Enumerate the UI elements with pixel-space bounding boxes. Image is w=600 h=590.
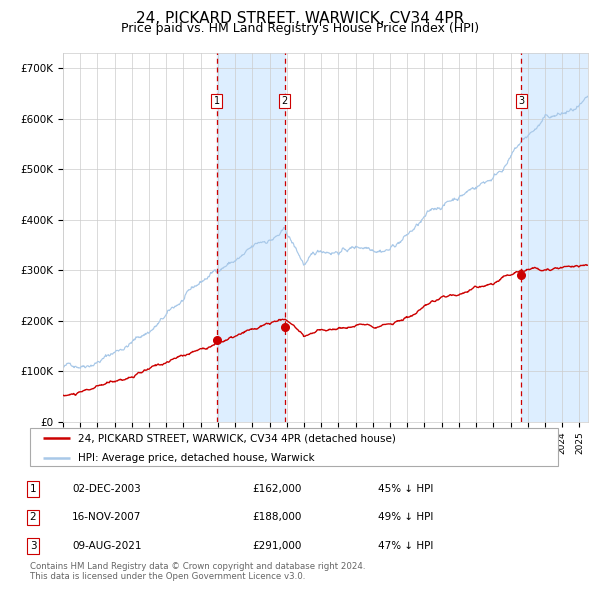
- Bar: [521, 53, 588, 422]
- Text: £188,000: £188,000: [252, 513, 301, 522]
- Text: £291,000: £291,000: [252, 541, 301, 550]
- Text: 02-DEC-2003: 02-DEC-2003: [72, 484, 141, 494]
- Text: 47% ↓ HPI: 47% ↓ HPI: [378, 541, 433, 550]
- Text: 16-NOV-2007: 16-NOV-2007: [72, 513, 142, 522]
- Text: 1: 1: [29, 484, 37, 494]
- Text: 2: 2: [281, 96, 287, 106]
- Text: £162,000: £162,000: [252, 484, 301, 494]
- Text: 24, PICKARD STREET, WARWICK, CV34 4PR: 24, PICKARD STREET, WARWICK, CV34 4PR: [136, 11, 464, 25]
- FancyBboxPatch shape: [30, 428, 558, 466]
- Text: 09-AUG-2021: 09-AUG-2021: [72, 541, 142, 550]
- Text: 3: 3: [29, 541, 37, 550]
- Text: 24, PICKARD STREET, WARWICK, CV34 4PR (detached house): 24, PICKARD STREET, WARWICK, CV34 4PR (d…: [77, 434, 395, 444]
- Bar: [217, 53, 284, 422]
- Text: Price paid vs. HM Land Registry's House Price Index (HPI): Price paid vs. HM Land Registry's House …: [121, 22, 479, 35]
- Text: 2: 2: [29, 513, 37, 522]
- Text: Contains HM Land Registry data © Crown copyright and database right 2024.
This d: Contains HM Land Registry data © Crown c…: [30, 562, 365, 581]
- Text: HPI: Average price, detached house, Warwick: HPI: Average price, detached house, Warw…: [77, 453, 314, 463]
- Text: 3: 3: [518, 96, 524, 106]
- Text: 45% ↓ HPI: 45% ↓ HPI: [378, 484, 433, 494]
- Text: 1: 1: [214, 96, 220, 106]
- Text: 49% ↓ HPI: 49% ↓ HPI: [378, 513, 433, 522]
